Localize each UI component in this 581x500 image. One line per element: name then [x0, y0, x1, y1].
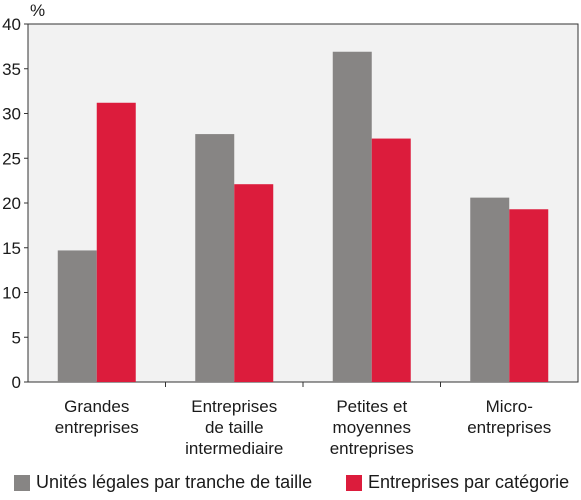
legend-swatch — [346, 474, 362, 491]
x-category-label-line: Micro- — [486, 397, 533, 416]
x-axis: Grandes entreprises Entreprises de taille in… — [55, 382, 551, 458]
bar-series-1-cat-4 — [470, 197, 510, 382]
y-tick-label: 35 — [2, 60, 21, 79]
bar-series-2-cat-4 — [509, 209, 549, 382]
bar-series-1-cat-3 — [332, 51, 372, 383]
legend-item-units: Unités légales par tranche de taille — [14, 472, 312, 493]
x-category-label: Petites et moyennes entreprises — [330, 397, 414, 458]
legend-label: Unités légales par tranche de taille — [36, 472, 313, 492]
y-tick-label: 10 — [2, 284, 21, 303]
y-tick-label: 30 — [2, 105, 21, 124]
x-category-label-line: Petites et — [336, 397, 407, 416]
x-category-label: Micro-entreprises — [467, 397, 551, 437]
y-tick-label: 20 — [2, 194, 21, 213]
bars — [57, 51, 549, 383]
y-axis-label: % — [30, 1, 45, 20]
bar-series-1-cat-1 — [57, 250, 97, 382]
y-tick-label: 0 — [12, 373, 21, 392]
bar-series-2-cat-1 — [96, 102, 136, 382]
y-tick-label: 15 — [2, 239, 21, 258]
x-category-label: Entreprises de taille intermediaire — [185, 397, 283, 458]
x-category-label-line: entreprises — [467, 418, 551, 437]
legend: Unités légales par tranche de taille Ent… — [0, 472, 581, 496]
x-category-label-line: entreprises — [55, 418, 139, 437]
legend-label: Entreprises par catégorie — [368, 472, 570, 492]
y-axis: 0 5 10 15 20 25 30 35 40 — [2, 15, 28, 392]
legend-swatch — [14, 474, 30, 491]
y-tick-label: 40 — [2, 15, 21, 34]
legend-item-enterprises: Entreprises par catégorie — [346, 472, 569, 493]
x-category-label-line: intermediaire — [185, 439, 283, 458]
x-category-label-line: entreprises — [330, 439, 414, 458]
x-category-label-line: moyennes — [333, 418, 411, 437]
y-tick-label: 5 — [12, 328, 21, 347]
bar-series-2-cat-2 — [234, 184, 274, 382]
x-category-label-line: Grandes — [64, 397, 129, 416]
bar-series-2-cat-3 — [371, 138, 411, 382]
x-category-label-line: de taille — [205, 418, 264, 437]
x-category-label-line: Entreprises — [191, 397, 277, 416]
y-tick-label: 25 — [2, 149, 21, 168]
bar-series-1-cat-2 — [195, 134, 235, 382]
x-category-label: Grandes entreprises — [55, 397, 139, 437]
